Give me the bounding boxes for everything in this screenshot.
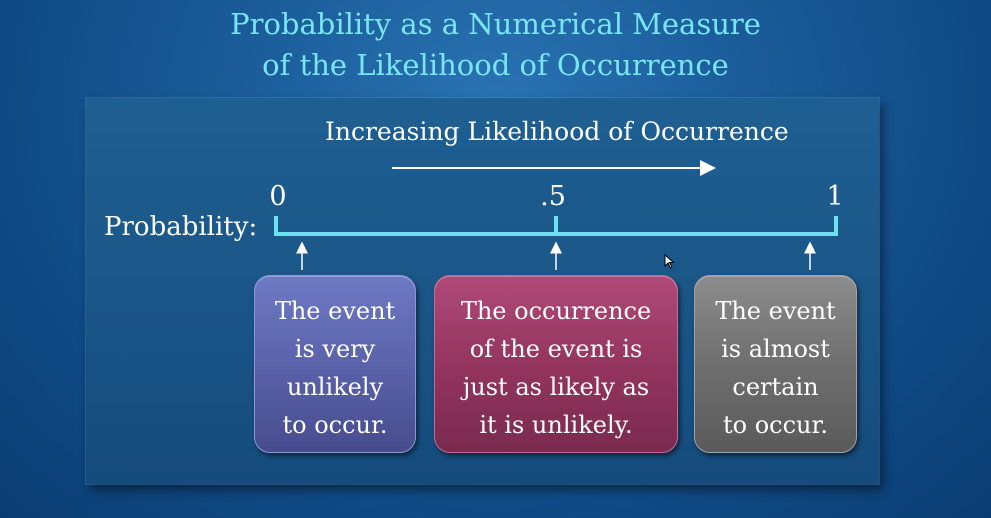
tick-label-1: 1 bbox=[826, 181, 844, 212]
box-line: it is unlikely. bbox=[479, 411, 633, 439]
box-line: The occurrence bbox=[460, 297, 652, 325]
almost-certain-box: The event is almost certain to occur. bbox=[694, 275, 857, 453]
box-line: to occur. bbox=[282, 411, 388, 439]
box-line: unlikely bbox=[286, 373, 384, 401]
mouse-cursor-icon bbox=[664, 254, 675, 269]
box-line: just as likely as bbox=[462, 373, 650, 401]
slide-title: Probability as a Numerical Measure of th… bbox=[0, 4, 991, 86]
box-line: The event bbox=[274, 297, 396, 325]
title-line-2: of the Likelihood of Occurrence bbox=[262, 48, 729, 82]
unlikely-box: The event is very unlikely to occur. bbox=[254, 275, 416, 453]
box-line: is very bbox=[294, 335, 376, 363]
box-line: The event bbox=[715, 297, 836, 325]
box-line: to occur. bbox=[723, 411, 828, 439]
equally-likely-box: The occurrence of the event is just as l… bbox=[434, 275, 678, 453]
title-line-1: Probability as a Numerical Measure bbox=[230, 7, 761, 41]
increasing-likelihood-label: Increasing Likelihood of Occurrence bbox=[325, 117, 789, 146]
tick-label-half: .5 bbox=[540, 181, 566, 212]
probability-axis-label: Probability: bbox=[104, 212, 258, 242]
tick-label-0: 0 bbox=[269, 181, 287, 212]
box-line: is almost bbox=[721, 335, 830, 363]
box-line: of the event is bbox=[469, 335, 643, 363]
box-line: certain bbox=[732, 373, 819, 401]
